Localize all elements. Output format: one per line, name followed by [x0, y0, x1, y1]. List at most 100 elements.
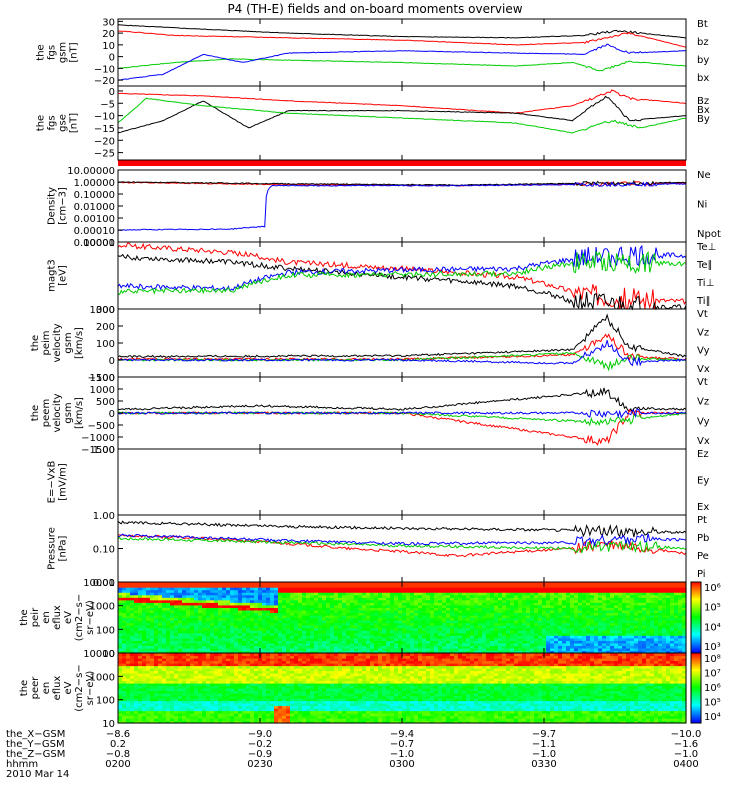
spectrogram-cell	[138, 637, 143, 641]
spectrogram-cell	[198, 594, 203, 598]
spectrogram-cell	[314, 602, 319, 606]
spectrogram-cell	[270, 589, 275, 593]
series-line-bx	[117, 43, 686, 81]
spectrogram-cell	[190, 690, 195, 694]
spectrogram-cell	[654, 625, 659, 629]
spectrogram-cell	[682, 602, 687, 606]
spectrogram-cell	[358, 632, 363, 636]
spectrogram-cell	[666, 640, 671, 644]
spectrogram-cell	[434, 607, 439, 611]
spectrogram-cell	[406, 607, 411, 611]
spectrogram-cell	[206, 612, 211, 616]
spectrogram-cell	[150, 587, 155, 591]
spectrogram-cell	[194, 673, 199, 677]
spectrogram-cell	[338, 632, 343, 636]
spectrogram-cell	[154, 700, 159, 704]
spectrogram-cell	[278, 614, 283, 619]
spectrogram-cell	[142, 614, 147, 619]
spectrogram-cell	[230, 614, 235, 619]
spectrogram-cell	[254, 594, 259, 598]
spectrogram-cell	[430, 599, 435, 603]
spectrogram-cell	[162, 705, 167, 709]
spectrogram-cell	[182, 602, 187, 606]
spectrogram-cell	[450, 609, 455, 614]
spectrogram-cell	[530, 607, 535, 611]
spectrogram-cell	[442, 604, 447, 608]
spectrogram-cell	[530, 620, 535, 624]
spectrogram-cell	[234, 622, 239, 626]
spectrogram-cell	[458, 632, 463, 636]
spectrogram-cell	[614, 645, 619, 649]
spectrogram-cell	[326, 617, 331, 621]
spectrogram-cell	[162, 665, 167, 669]
y-tick-label: 30	[102, 17, 115, 28]
spectrogram-cell	[662, 635, 667, 639]
spectrogram-cell	[214, 680, 219, 684]
spectrogram-cell	[322, 614, 327, 619]
spectrogram-cell	[358, 609, 363, 614]
spectrogram-cell	[602, 635, 607, 639]
spectrogram-cell	[514, 632, 519, 636]
spectrogram-cell	[350, 635, 355, 639]
spectrogram-cell	[678, 617, 683, 621]
spectrogram-cell	[510, 602, 515, 606]
spectrogram-cell	[162, 637, 167, 641]
spectrogram-cell	[206, 668, 211, 672]
spectrogram-cell	[418, 647, 423, 652]
spectrogram-cell	[430, 622, 435, 626]
spectrogram-cell	[590, 627, 595, 631]
spectrogram-cell	[434, 602, 439, 606]
spectrogram-cell	[442, 592, 447, 596]
spectrogram-cell	[398, 645, 403, 649]
spectrogram-cell	[318, 630, 323, 634]
spectrogram-cell	[662, 592, 667, 596]
spectrogram-cell	[354, 609, 359, 614]
spectrogram-cell	[542, 599, 547, 603]
spectrogram-cell	[574, 625, 579, 629]
spectrogram-cell	[358, 589, 363, 593]
y-axis-label: gsm	[63, 402, 74, 423]
spectrogram-cell	[246, 650, 251, 654]
legend-Vt: Vt	[697, 377, 708, 388]
spectrogram-cell	[166, 612, 171, 616]
spectrogram-cell	[406, 614, 411, 619]
spectrogram-cell	[322, 587, 327, 591]
spectrogram-cell	[426, 604, 431, 608]
spectrogram-cell	[282, 612, 287, 616]
spectrogram-cell	[546, 602, 551, 606]
spectrogram-cell	[210, 647, 215, 652]
spectrogram-cell	[554, 622, 559, 626]
spectrogram-cell	[562, 635, 567, 639]
spectrogram-cell	[630, 599, 635, 603]
spectrogram-cell	[218, 594, 223, 598]
spectrogram-cell	[566, 597, 571, 601]
spectrogram-cell	[130, 597, 135, 601]
spectrogram-cell	[650, 640, 655, 644]
spectrogram-cell	[146, 632, 151, 636]
spectrogram-cell	[226, 604, 231, 608]
spectrogram-cell	[386, 637, 391, 641]
spectrogram-cell	[426, 632, 431, 636]
spectrogram-cell	[458, 587, 463, 591]
spectrogram-cell	[558, 647, 563, 652]
spectrogram-cell	[546, 635, 551, 639]
spectrogram-cell	[634, 599, 639, 603]
spectrogram-cell	[462, 632, 467, 636]
spectrogram-cell	[390, 597, 395, 601]
spectrogram-cell	[142, 627, 147, 631]
spectrogram-cell	[578, 599, 583, 603]
spectrogram-cell	[598, 617, 603, 621]
spectrogram-cell	[182, 630, 187, 634]
spectrogram-cell	[158, 688, 163, 692]
spectrogram-cell	[314, 597, 319, 601]
spectrogram-cell	[670, 625, 675, 629]
spectrogram-cell	[266, 620, 271, 624]
spectrogram-cell	[174, 700, 179, 704]
spectrogram-cell	[662, 594, 667, 598]
spectrogram-cell	[582, 637, 587, 641]
spectrogram-cell	[334, 617, 339, 621]
spectrogram-cell	[150, 602, 155, 606]
series-line-Te∥	[117, 253, 687, 311]
spectrogram-cell	[358, 592, 363, 596]
spectrogram-cell	[414, 627, 419, 631]
